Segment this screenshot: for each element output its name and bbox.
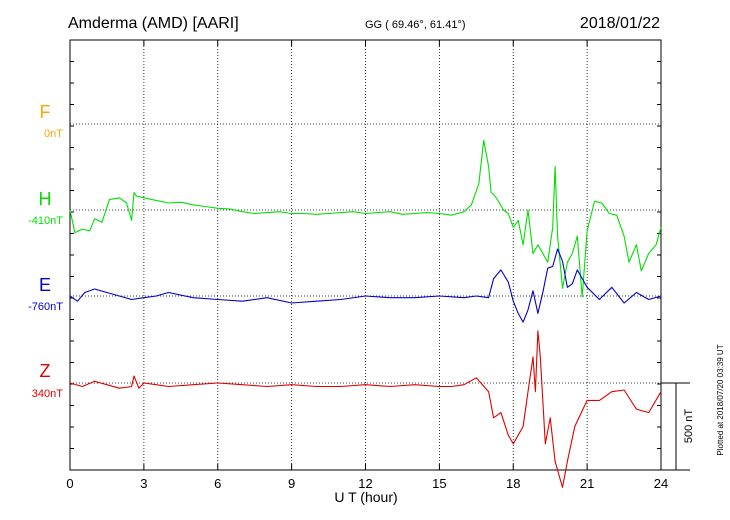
x-tick-label: 0 [66, 476, 73, 491]
series-name-f: F [40, 102, 51, 122]
x-tick-label: 9 [288, 476, 295, 491]
series-lines: F 0nT H -410nT E -760nT Z 340nT [28, 102, 662, 488]
series-name-z: Z [40, 361, 51, 381]
axis-ticks: 0 3 6 9 12 15 18 21 24 [66, 39, 668, 491]
series-line-e [69, 248, 662, 323]
series-baseline-f: 0nT [44, 128, 63, 140]
series-baseline-z: 340nT [32, 388, 63, 400]
series-baseline-h: -410nT [28, 215, 63, 227]
x-tick-label: 21 [580, 476, 594, 491]
baselines [70, 123, 661, 384]
x-tick-label: 24 [654, 476, 668, 491]
grid [143, 40, 588, 470]
plot-frame [69, 39, 662, 471]
series-line-z [69, 330, 662, 488]
scale-bar-label: 500 nT [683, 409, 695, 444]
x-tick-label: 18 [506, 476, 520, 491]
plotted-note: Plotted at 2018/07/20 03:39 UT [716, 344, 725, 455]
series-name-e: E [39, 275, 51, 295]
x-tick-label: 3 [140, 476, 147, 491]
station-coords: GG ( 69.46°, 61.41°) [365, 19, 466, 31]
x-axis-label: U T (hour) [334, 489, 397, 505]
x-tick-label: 15 [432, 476, 446, 491]
series-name-h: H [39, 189, 52, 209]
series-line-h [69, 139, 662, 298]
x-tick-label: 12 [358, 476, 372, 491]
station-title: Amderma (AMD) [AARI] [68, 15, 239, 32]
series-baseline-e: -760nT [28, 301, 63, 313]
x-tick-label: 6 [214, 476, 221, 491]
date-label: 2018/01/22 [580, 15, 660, 32]
